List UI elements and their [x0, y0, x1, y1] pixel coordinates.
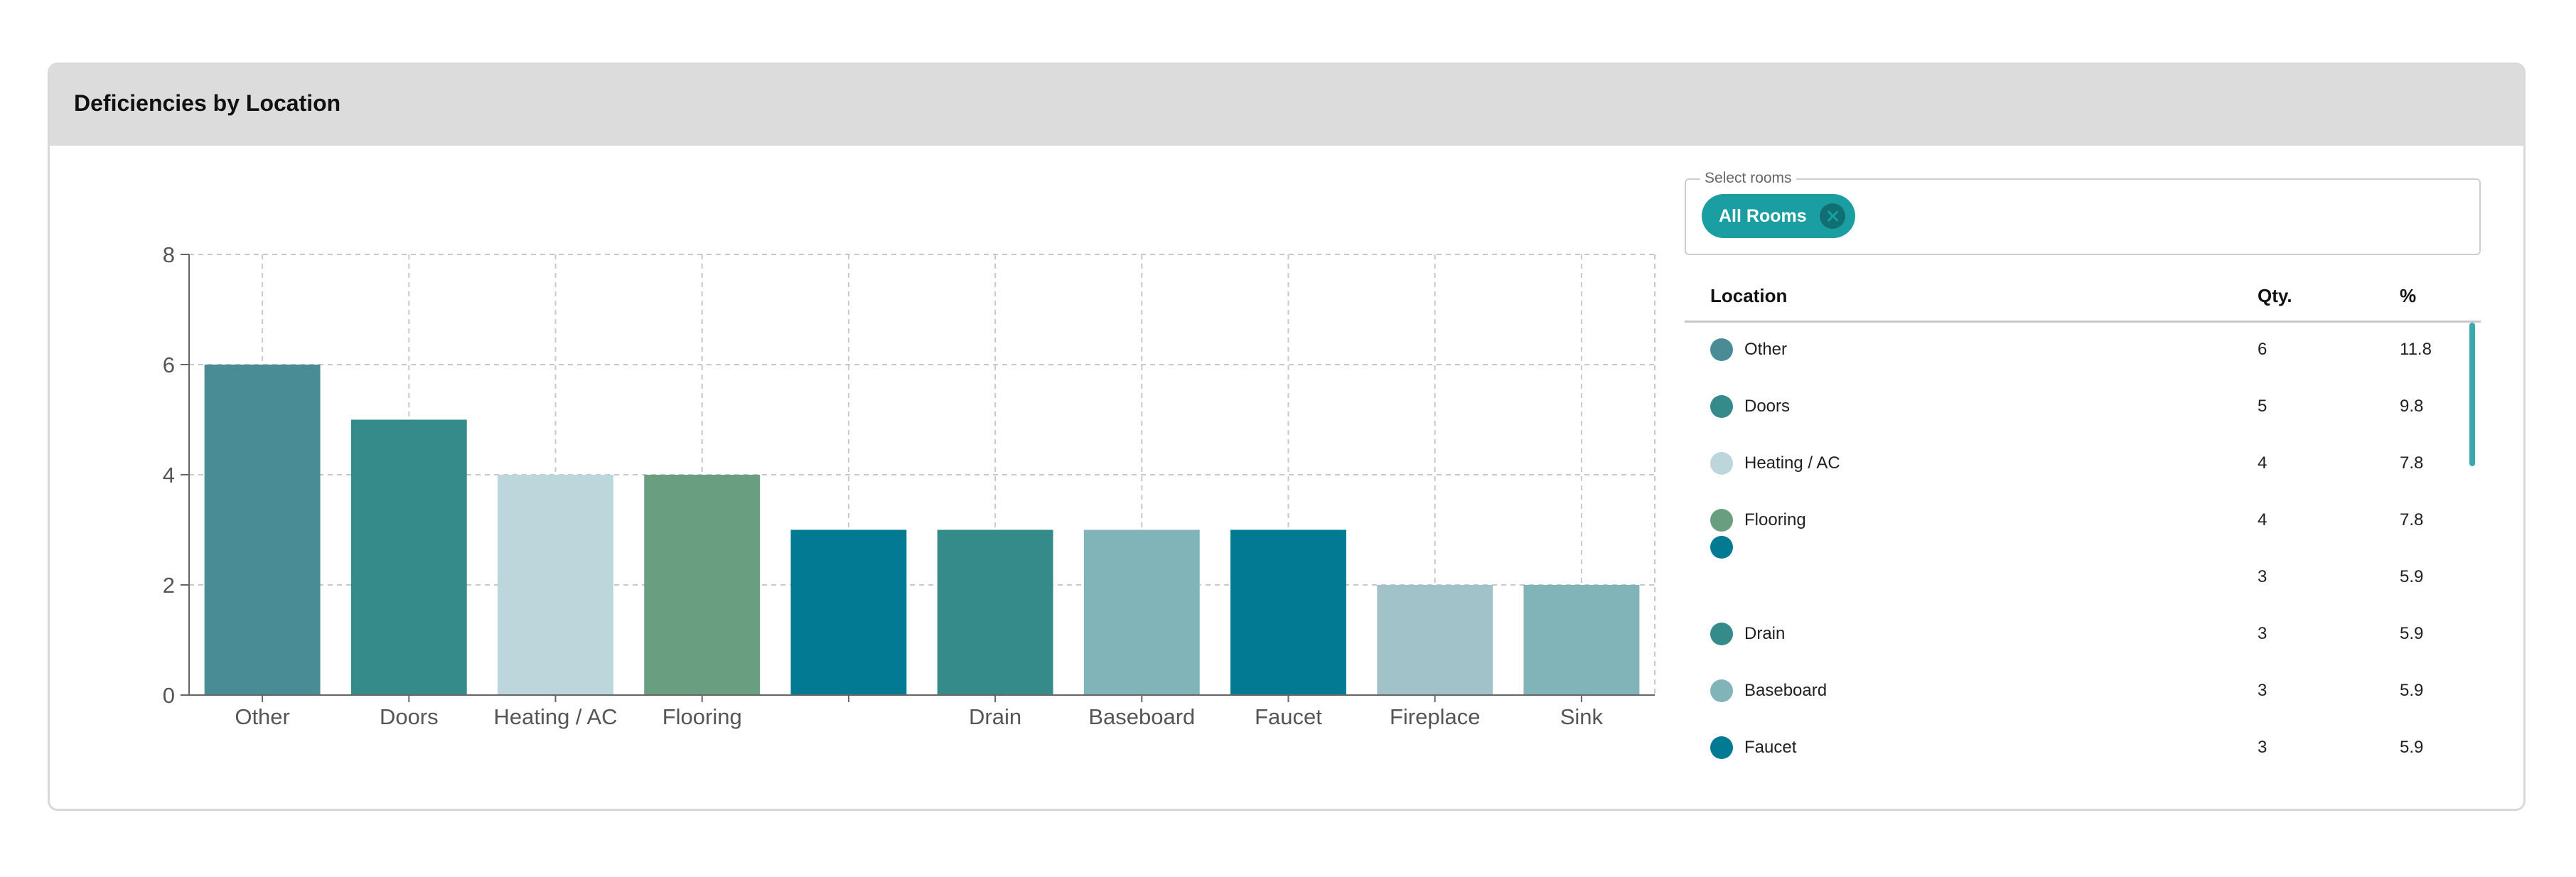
bar — [790, 529, 907, 695]
bar — [350, 419, 467, 695]
table-row: Heating / AC 4 7.8 — [1685, 436, 2467, 493]
location-panel: Select rooms All Rooms Location Qty. % O… — [1685, 170, 2523, 809]
x-tick-label: Doors — [380, 704, 439, 729]
table-row: Faucet 3 5.9 — [1685, 721, 2467, 778]
row-qty: 3 — [2258, 567, 2268, 586]
x-tick-label: Heating / AC — [493, 704, 617, 729]
table-body[interactable]: Other 6 11.8 Doors 5 9.8 Heating / AC 4 … — [1685, 323, 2481, 809]
chip-label: All Rooms — [1719, 205, 1807, 226]
row-pct: 9.8 — [2400, 397, 2424, 416]
row-pct: 5.9 — [2400, 624, 2424, 643]
bar — [1083, 529, 1200, 695]
table-row: 3 5.9 — [1685, 536, 2467, 607]
card-title: Deficiencies by Location — [74, 90, 341, 116]
column-header-pct: % — [2400, 285, 2417, 306]
table-scrollbar[interactable] — [2469, 323, 2475, 466]
table-header: Location Qty. % — [1685, 264, 2481, 323]
row-location: Faucet — [1744, 738, 1797, 757]
column-header-location: Location — [1710, 285, 1788, 306]
row-location: Baseboard — [1744, 681, 1828, 700]
color-dot-icon — [1710, 679, 1733, 702]
x-tick-label: Flooring — [662, 704, 742, 729]
color-dot-icon — [1710, 395, 1733, 418]
color-dot-icon — [1710, 536, 1733, 559]
column-header-qty: Qty. — [2258, 285, 2292, 306]
bar — [937, 529, 1053, 695]
card-header: Deficiencies by Location — [50, 65, 2523, 146]
row-qty: 4 — [2258, 453, 2268, 473]
row-location: Doors — [1744, 397, 1791, 416]
bar — [204, 365, 321, 695]
table-row: Other 6 11.8 — [1685, 323, 2467, 380]
all-rooms-chip[interactable]: All Rooms — [1702, 194, 1855, 238]
row-qty: 3 — [2258, 681, 2268, 700]
row-location: Drain — [1744, 624, 1786, 643]
row-location: Other — [1744, 340, 1788, 359]
x-tick-label: Sink — [1560, 704, 1604, 729]
row-pct: 5.9 — [2400, 681, 2424, 700]
x-tick-label: Faucet — [1255, 704, 1322, 729]
bar — [498, 475, 613, 695]
room-select-label: Select rooms — [1700, 170, 1796, 187]
color-dot-icon — [1710, 509, 1733, 532]
row-pct: 5.9 — [2400, 567, 2424, 586]
table-row: Drain 3 5.9 — [1685, 607, 2467, 664]
bar — [644, 475, 761, 695]
y-tick-label: 0 — [163, 683, 175, 708]
row-qty: 6 — [2258, 340, 2268, 359]
row-pct: 5.9 — [2400, 738, 2424, 757]
y-tick-label: 6 — [163, 353, 175, 377]
table-row: Flooring 4 7.8 — [1685, 493, 2467, 550]
row-location: Flooring — [1744, 510, 1806, 529]
x-tick-label: Fireplace — [1390, 704, 1481, 729]
chip-remove-icon[interactable] — [1819, 203, 1845, 229]
x-tick-label: Other — [235, 704, 290, 729]
color-dot-icon — [1710, 338, 1733, 361]
x-tick-label: Drain — [969, 704, 1021, 729]
row-pct: 7.8 — [2400, 453, 2424, 473]
color-dot-icon — [1710, 623, 1733, 645]
bar — [1523, 585, 1640, 695]
color-dot-icon — [1710, 736, 1733, 759]
y-tick-label: 2 — [163, 573, 175, 598]
x-tick-label: Baseboard — [1088, 704, 1195, 729]
row-pct: 7.8 — [2400, 510, 2424, 529]
row-pct: 11.8 — [2400, 340, 2432, 359]
row-location: Heating / AC — [1744, 453, 1840, 473]
bar — [1377, 585, 1493, 695]
room-select[interactable]: Select rooms All Rooms — [1685, 170, 2481, 255]
color-dot-icon — [1710, 452, 1733, 475]
bar-chart: 0 2 4 6 8 Other Doors Heating / AC Flooring Drain… — [163, 242, 1655, 729]
y-tick-label: 8 — [163, 242, 175, 267]
row-qty: 5 — [2258, 397, 2268, 416]
row-qty: 4 — [2258, 510, 2268, 529]
row-qty: 3 — [2258, 738, 2268, 757]
row-qty: 3 — [2258, 624, 2268, 643]
table-row: Doors 5 9.8 — [1685, 380, 2467, 436]
y-tick-label: 4 — [163, 463, 175, 488]
bar — [1230, 529, 1346, 695]
deficiencies-card: Deficiencies by Location 0 2 4 6 8 Other Doors… — [48, 63, 2526, 811]
table-row: Baseboard 3 5.9 — [1685, 664, 2467, 721]
